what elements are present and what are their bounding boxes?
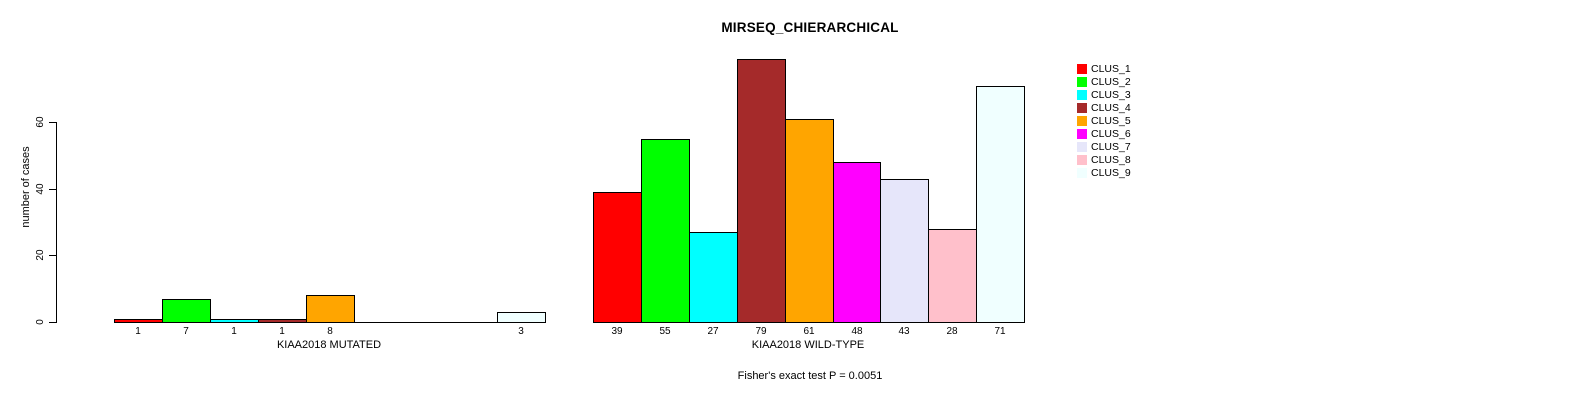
y-tick-mark (49, 189, 56, 190)
legend-label-clus_9: CLUS_9 (1091, 167, 1131, 179)
legend-label-clus_2: CLUS_2 (1091, 76, 1131, 88)
legend-label-clus_4: CLUS_4 (1091, 102, 1131, 114)
legend-swatch-clus_9 (1077, 168, 1087, 178)
bar-wild-type-clus_7 (880, 179, 929, 323)
legend-label-clus_5: CLUS_5 (1091, 115, 1131, 127)
chart-title: MIRSEQ_CHIERARCHICAL (721, 20, 899, 35)
legend-label-clus_1: CLUS_1 (1091, 63, 1131, 75)
bar-mutated-clus_3 (210, 319, 259, 323)
bar-wild-type-clus_9 (976, 86, 1025, 323)
bar-value-label: 1 (231, 326, 237, 337)
legend-label-clus_3: CLUS_3 (1091, 89, 1131, 101)
bar-mutated-clus_4 (258, 319, 307, 323)
bar-value-label: 7 (183, 326, 189, 337)
bar-wild-type-clus_1 (593, 192, 642, 323)
bar-value-label: 39 (611, 326, 623, 337)
group-label-wild-type: KIAA2018 WILD-TYPE (751, 339, 865, 351)
legend-swatch-clus_1 (1077, 64, 1087, 74)
bar-wild-type-clus_5 (785, 119, 834, 323)
bar-wild-type-clus_6 (833, 162, 881, 323)
bar-value-label: 61 (803, 326, 815, 337)
legend-swatch-clus_2 (1077, 77, 1087, 87)
legend-label-clus_7: CLUS_7 (1091, 141, 1131, 153)
legend-label-clus_6: CLUS_6 (1091, 128, 1131, 140)
y-tick-mark (49, 255, 56, 256)
y-tick-label: 20 (34, 249, 46, 261)
bar-value-label: 43 (898, 326, 910, 337)
y-tick-mark (49, 122, 56, 123)
bar-wild-type-clus_4 (737, 59, 786, 323)
legend-swatch-clus_3 (1077, 90, 1087, 100)
bar-wild-type-clus_8 (928, 229, 977, 323)
y-axis-line (56, 122, 57, 323)
bar-value-label: 1 (279, 326, 285, 337)
bar-value-label: 1 (135, 326, 141, 337)
legend-swatch-clus_5 (1077, 116, 1087, 126)
bar-wild-type-clus_2 (641, 139, 690, 323)
bar-value-label: 27 (707, 326, 719, 337)
y-axis-label: number of cases (20, 146, 32, 228)
bar-wild-type-clus_3 (689, 232, 738, 323)
bar-value-label: 8 (327, 326, 333, 337)
bar-mutated-clus_9 (497, 312, 546, 323)
footnote-pvalue: Fisher's exact test P = 0.0051 (737, 370, 883, 382)
y-tick-label: 60 (34, 116, 46, 128)
bar-value-label: 3 (518, 326, 524, 337)
bar-mutated-clus_1 (114, 319, 163, 323)
bar-value-label: 79 (755, 326, 767, 337)
y-tick-label: 40 (34, 183, 46, 195)
bar-value-label: 48 (851, 326, 863, 337)
y-tick-mark (49, 322, 56, 323)
legend-swatch-clus_6 (1077, 129, 1087, 139)
bar-mutated-clus_5 (306, 295, 355, 323)
bar-value-label: 28 (946, 326, 958, 337)
group-label-mutated: KIAA2018 MUTATED (276, 339, 382, 351)
legend-swatch-clus_4 (1077, 103, 1087, 113)
bar-value-label: 71 (994, 326, 1006, 337)
y-tick-label: 0 (34, 319, 46, 325)
legend-label-clus_8: CLUS_8 (1091, 154, 1131, 166)
legend-swatch-clus_7 (1077, 142, 1087, 152)
bar-mutated-clus_2 (162, 299, 211, 323)
legend-swatch-clus_8 (1077, 155, 1087, 165)
bar-value-label: 55 (659, 326, 671, 337)
